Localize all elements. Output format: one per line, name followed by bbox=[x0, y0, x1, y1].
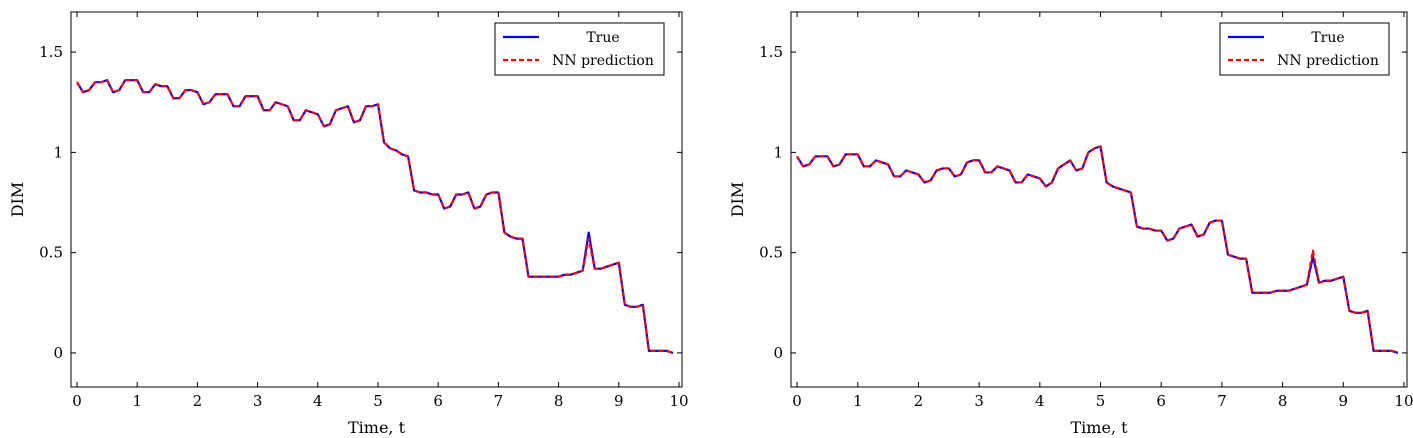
x-tick-label: 8 bbox=[1278, 392, 1288, 410]
x-tick-label: 1 bbox=[132, 392, 142, 410]
x-tick-label: 5 bbox=[1096, 392, 1106, 410]
legend-label: NN prediction bbox=[552, 53, 654, 69]
y-axis-label: DIM bbox=[8, 182, 27, 218]
x-tick-label: 2 bbox=[914, 392, 924, 410]
y-tick-label: 0.5 bbox=[39, 244, 63, 262]
chart-left: 0 1 2 3 4 5 6 7 8 9 10 0 0.5 1 1.5 Time, t DIM True NN pre… bbox=[8, 11, 689, 437]
series-line-nn-prediction bbox=[76, 79, 674, 354]
series-line-nn-prediction bbox=[796, 145, 1399, 354]
y-tick-label: 1.5 bbox=[759, 43, 783, 61]
y-axis-label: DIM bbox=[728, 182, 747, 218]
x-tick-label: 9 bbox=[1339, 392, 1349, 410]
x-tick-label: 3 bbox=[974, 392, 984, 410]
series-line-true bbox=[796, 145, 1399, 354]
y-tick-label: 1 bbox=[773, 143, 783, 161]
x-tick-label: 7 bbox=[494, 392, 504, 410]
y-tick-label: 0 bbox=[53, 344, 63, 362]
y-tick-label: 0 bbox=[773, 344, 783, 362]
x-tick-label: 0 bbox=[792, 392, 802, 410]
legend-box bbox=[1219, 22, 1390, 76]
legend-label: NN prediction bbox=[1277, 53, 1379, 69]
x-tick-label: 10 bbox=[669, 392, 688, 410]
y-tick-label: 1 bbox=[53, 143, 63, 161]
legend-label: True bbox=[1311, 30, 1344, 46]
plot-frame bbox=[70, 11, 683, 388]
x-tick-label: 6 bbox=[1156, 392, 1166, 410]
legend: True NN prediction bbox=[494, 22, 665, 76]
legend: True NN prediction bbox=[1219, 22, 1390, 76]
x-tick-label: 4 bbox=[313, 392, 323, 410]
legend-box bbox=[494, 22, 665, 76]
plot-frame bbox=[790, 11, 1408, 388]
x-tick-label: 4 bbox=[1035, 392, 1045, 410]
x-tick-label: 1 bbox=[853, 392, 863, 410]
x-axis-label: Time, t bbox=[1070, 418, 1128, 437]
chart-right: 0 1 2 3 4 5 6 7 8 9 10 0 0.5 1 1.5 Time, t DIM True NN pre… bbox=[728, 11, 1413, 437]
y-tick-label: 0.5 bbox=[759, 244, 783, 262]
y-tick-label: 1.5 bbox=[39, 43, 63, 61]
series-line-true bbox=[76, 79, 674, 354]
x-tick-label: 7 bbox=[1217, 392, 1227, 410]
x-tick-label: 9 bbox=[614, 392, 624, 410]
x-axis-label: Time, t bbox=[348, 418, 406, 437]
x-tick-label: 10 bbox=[1394, 392, 1413, 410]
x-tick-label: 5 bbox=[373, 392, 383, 410]
legend-label: True bbox=[586, 30, 619, 46]
x-tick-label: 3 bbox=[253, 392, 263, 410]
x-tick-label: 8 bbox=[554, 392, 564, 410]
x-tick-label: 2 bbox=[193, 392, 203, 410]
x-tick-label: 0 bbox=[72, 392, 82, 410]
x-tick-label: 6 bbox=[433, 392, 443, 410]
